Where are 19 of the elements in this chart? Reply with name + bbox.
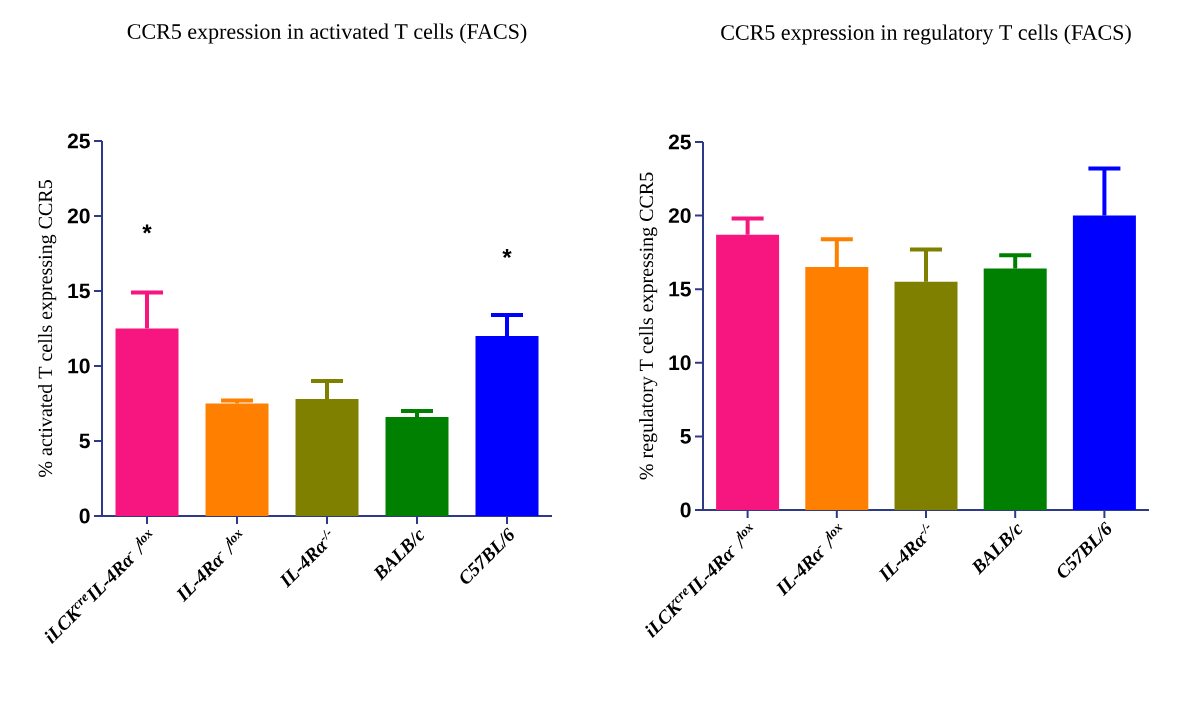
y-axis-title: % activated T cells expressing CCR5 xyxy=(38,180,57,477)
annotation: * xyxy=(142,224,152,234)
y-tick-label: 0 xyxy=(680,502,691,518)
chart-title: CCR5 expression in activated T cells (FACS) xyxy=(127,23,527,44)
y-tick-label: 5 xyxy=(680,429,691,444)
y-tick-label: 0 xyxy=(79,508,90,524)
y-tick-label: 20 xyxy=(668,208,691,224)
y-tick-label: 10 xyxy=(68,358,90,374)
y-tick-label: 10 xyxy=(669,355,691,371)
y-axis-title: % regulatory T cells expressing CCR5 xyxy=(639,172,658,480)
y-tick-label: 5 xyxy=(79,433,90,449)
y-tick-label: 20 xyxy=(67,208,90,224)
y-tick-label: 15 xyxy=(68,283,90,299)
chart-title: CCR5 expression in regulatory T cells (FACS) xyxy=(721,24,1131,45)
annotation: * xyxy=(502,248,512,258)
y-tick-label: 15 xyxy=(669,281,691,297)
y-tick-label: 25 xyxy=(67,133,90,149)
bar xyxy=(385,416,449,516)
y-tick-label: 25 xyxy=(668,134,691,150)
